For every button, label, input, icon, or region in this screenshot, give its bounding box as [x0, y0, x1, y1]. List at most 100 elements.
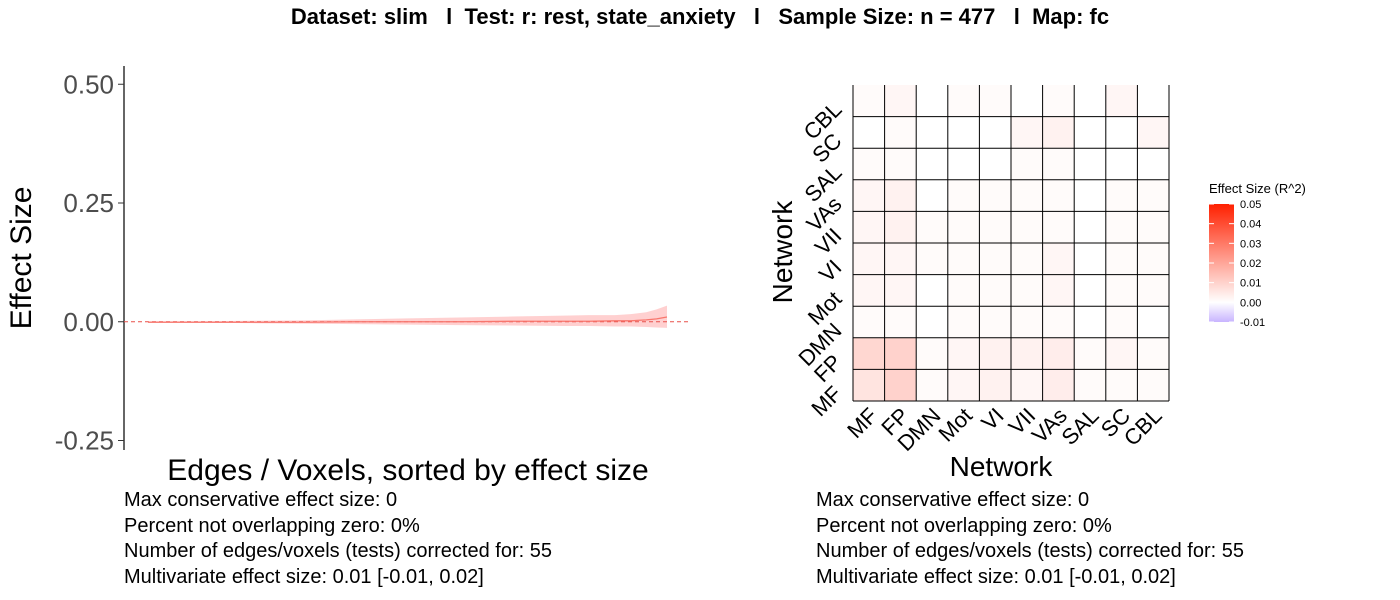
- x-axis-label: Edges / Voxels, sorted by effect size: [167, 454, 648, 487]
- heatmap-cell: [916, 211, 948, 243]
- heatmap-cell: [1105, 243, 1138, 275]
- heatmap-cell: [1011, 116, 1043, 149]
- heatmap-cell: [1074, 243, 1106, 275]
- legend-title: Effect Size (R^2): [1209, 181, 1306, 196]
- heatmap-cell: [916, 337, 948, 370]
- heatmap-cell: [1074, 306, 1106, 338]
- heatmap-cell: [884, 306, 917, 338]
- heatmap-cell: [979, 179, 1011, 212]
- heatmap-cell: [979, 211, 1011, 243]
- heatmap-cell: [853, 274, 885, 307]
- heatmap-cell: [979, 306, 1011, 338]
- heatmap-cell: [853, 116, 885, 149]
- heatmap-cell: [1011, 369, 1043, 401]
- effect-size-plot: 0.50 0.25 0.00 -0.25 Effect Size Edges / Voxe…: [5, 66, 690, 487]
- left-stat-num-tests: Number of edges/voxels (tests) corrected…: [124, 540, 552, 562]
- heatmap-cell: [916, 148, 948, 180]
- heatmap-cell: [1074, 274, 1106, 307]
- heatmap-cell: [853, 337, 885, 370]
- heatmap-x-tick-label: VI: [976, 403, 1008, 435]
- heatmap-cell: [1011, 148, 1043, 180]
- heatmap-cell: [1137, 337, 1169, 370]
- heatmap-cell: [1105, 85, 1138, 117]
- heatmap-cell: [979, 85, 1011, 117]
- left-stat-multivariate: Multivariate effect size: 0.01 [-0.01, 0…: [124, 565, 484, 588]
- legend-tick-label: 0.05: [1240, 199, 1261, 211]
- heatmap-cell: [916, 85, 948, 117]
- y-axis-label: Effect Size: [5, 187, 38, 330]
- heatmap-cell: [947, 274, 980, 307]
- color-legend: Effect Size (R^2) 0.05 0.04 0.03 0.02 0.01 0.0…: [1209, 181, 1306, 329]
- heatmap-y-axis-label: Network: [767, 200, 798, 304]
- legend-tick-label: 0.02: [1240, 258, 1261, 270]
- heatmap-cell: [947, 243, 980, 275]
- heatmap-cell: [1074, 179, 1106, 212]
- legend-tick-label: 0.04: [1240, 219, 1261, 231]
- heatmap-cell: [1042, 85, 1075, 117]
- heatmap-cell: [1042, 179, 1075, 212]
- heatmap-cell: [884, 85, 917, 117]
- heatmap-cell: [1137, 369, 1169, 401]
- heatmap-cell: [947, 179, 980, 212]
- right-stat-num-tests: Number of edges/voxels (tests) corrected…: [816, 540, 1244, 562]
- heatmap-cell: [979, 243, 1011, 275]
- heatmap-cell: [1074, 85, 1106, 117]
- heatmap-cell: [884, 148, 917, 180]
- heatmap-cell: [1137, 116, 1169, 149]
- heatmap-cell: [1042, 274, 1075, 307]
- heatmap-cell: [884, 337, 917, 370]
- heatmap-cell: [1042, 243, 1075, 275]
- heatmap-cell: [853, 369, 885, 401]
- heatmap-y-tick-label: VI: [814, 255, 846, 287]
- heatmap-cell: [1105, 148, 1138, 180]
- heatmap-cell: [853, 179, 885, 212]
- heatmap-cell: [1074, 211, 1106, 243]
- heatmap-y-tick-label: Mot: [803, 286, 847, 330]
- right-stat-multivariate: Multivariate effect size: 0.01 [-0.01, 0…: [816, 565, 1176, 588]
- heatmap-cell: [1011, 274, 1043, 307]
- heatmap-cell: [1042, 337, 1075, 370]
- left-stat-max-effect: Max conservative effect size: 0: [124, 489, 398, 511]
- y-tick-label: 0.25: [63, 188, 114, 218]
- heatmap-cell: [916, 274, 948, 307]
- heatmap-cell: [979, 369, 1011, 401]
- legend-tick-label: 0.03: [1240, 238, 1261, 250]
- heatmap-cell: [853, 306, 885, 338]
- right-stat-max-effect: Max conservative effect size: 0: [816, 489, 1090, 511]
- heatmap-cell: [1074, 337, 1106, 370]
- heatmap-y-tick-label: CBL: [799, 97, 847, 145]
- heatmap-cell: [1042, 211, 1075, 243]
- heatmap-cell: [1042, 306, 1075, 338]
- heatmap-cell: [1011, 337, 1043, 370]
- legend-tick-label: 0.00: [1240, 297, 1261, 309]
- heatmap-cell: [853, 211, 885, 243]
- heatmap-cell: [979, 148, 1011, 180]
- heatmap-cell: [947, 85, 980, 117]
- legend-tick-label: 0.01: [1240, 278, 1261, 290]
- heatmap-cell: [947, 369, 980, 401]
- heatmap-cell: [1105, 274, 1138, 307]
- heatmap-cell: [1105, 369, 1138, 401]
- heatmap-cell: [1042, 148, 1075, 180]
- heatmap-cell: [1011, 85, 1043, 117]
- heatmap-cell: [853, 243, 885, 275]
- left-stat-percent-overlap: Percent not overlapping zero: 0%: [124, 514, 420, 537]
- confidence-band: [148, 305, 667, 328]
- heatmap-cell: [884, 274, 917, 307]
- heatmap-cell: [1137, 85, 1169, 117]
- heatmap-x-tick-label: Mot: [934, 403, 978, 447]
- heatmap-cell: [947, 116, 980, 149]
- heatmap-cell: [916, 116, 948, 149]
- heatmap-cell: [853, 148, 885, 180]
- heatmap-cell: [1074, 116, 1106, 149]
- heatmap-cell: [884, 243, 917, 275]
- heatmap-cell: [916, 243, 948, 275]
- heatmap-cell: [1042, 369, 1075, 401]
- heatmap-cell: [979, 116, 1011, 149]
- heatmap-cell: [1074, 369, 1106, 401]
- heatmap-cell: [916, 369, 948, 401]
- heatmap-cell: [1137, 211, 1169, 243]
- heatmap-cell: [916, 306, 948, 338]
